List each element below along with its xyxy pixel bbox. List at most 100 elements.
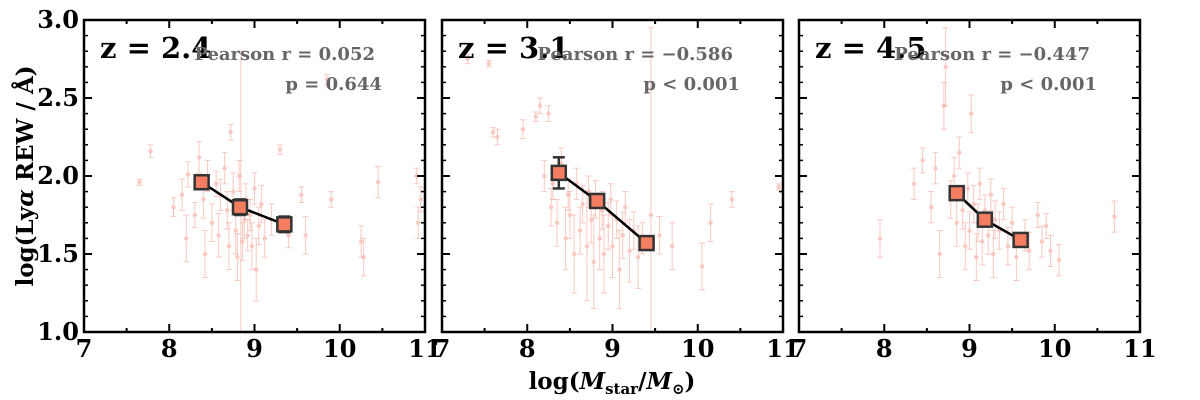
data-point (964, 172, 971, 205)
data-point (170, 197, 177, 218)
data-point (571, 214, 578, 294)
data-point (669, 222, 676, 271)
p-value-text: p < 0.001 (643, 74, 740, 95)
ticks (441, 19, 784, 333)
data-point (227, 124, 234, 141)
data-point (528, 38, 535, 49)
x-tick-label: 8 (161, 334, 178, 363)
data-point (519, 119, 526, 140)
data-point (970, 184, 977, 224)
x-tick-label: 9 (604, 334, 621, 363)
data-point (1047, 234, 1054, 267)
data-point (221, 152, 228, 185)
x-axis-title: log(Mstar/M⊙) (529, 368, 696, 398)
data-point (1038, 225, 1045, 258)
data-point (196, 141, 203, 174)
data-point (485, 60, 492, 68)
data-point (545, 105, 552, 122)
data-point (375, 166, 382, 199)
data-point (953, 198, 960, 247)
pearson-r-text: Pearson r = −0.586 (537, 44, 733, 65)
data-point (1026, 231, 1033, 271)
data-point (609, 214, 616, 278)
x-tick-label: 7 (791, 334, 808, 363)
data-point (328, 191, 335, 208)
data-point (987, 178, 994, 211)
binned-point (948, 184, 965, 202)
data-point (537, 97, 544, 115)
data-point (707, 203, 714, 243)
data-point (590, 214, 597, 310)
data-point (728, 191, 735, 208)
ticks (83, 19, 426, 333)
data-point (464, 53, 471, 65)
data-point (185, 161, 192, 188)
data-point (239, 222, 246, 261)
data-point (876, 219, 883, 258)
data-point (577, 206, 584, 255)
data-point (302, 216, 309, 255)
binned-point (550, 156, 568, 190)
data-point (147, 144, 154, 158)
data-point (415, 206, 422, 239)
plot-frame (797, 18, 1142, 334)
pearson-r-text: Pearson r = −0.447 (894, 44, 1090, 65)
data-point (358, 225, 365, 258)
x-tick-label: 10 (1038, 334, 1071, 363)
y-tick-label: 1.5 (37, 239, 79, 268)
data-point (532, 111, 539, 122)
data-point (417, 186, 424, 213)
data-point (990, 230, 997, 278)
scatter-points (876, 27, 1118, 282)
data-point (413, 167, 420, 185)
data-point (966, 211, 973, 250)
data-point (996, 211, 1003, 250)
data-point (656, 216, 663, 255)
x-tick-label: 11 (766, 334, 799, 363)
panel-label: z = 4.5 (815, 31, 926, 65)
data-point (699, 242, 706, 291)
data-point (992, 200, 999, 239)
y-axis-title: log(Lyα REW / Å) (12, 65, 39, 286)
x-tick-label: 7 (76, 334, 93, 363)
data-point (956, 136, 963, 169)
data-point (549, 167, 556, 200)
data-point (566, 191, 573, 239)
data-point (247, 198, 254, 232)
data-point (136, 178, 143, 186)
data-point (932, 152, 939, 185)
data-point (1034, 202, 1041, 228)
data-point (202, 230, 209, 278)
p-value-text: p < 0.001 (1000, 74, 1097, 95)
data-point (968, 94, 975, 133)
data-point (600, 214, 607, 294)
panel-label: z = 2.4 (100, 31, 211, 65)
data-point (973, 233, 980, 282)
data-point (234, 233, 241, 282)
data-point (183, 214, 190, 263)
data-point (613, 200, 620, 239)
binned-point (588, 192, 606, 210)
x-tick-label: 11 (1123, 334, 1156, 363)
data-point (936, 230, 943, 278)
data-point (616, 230, 623, 310)
y-tick-label: 1.0 (37, 317, 79, 346)
data-point (179, 178, 186, 211)
data-point (940, 81, 947, 130)
data-point (494, 128, 501, 146)
y-tick-label: 3.0 (37, 5, 79, 34)
x-tick-label: 11 (408, 334, 441, 363)
data-point (541, 159, 548, 193)
data-point (647, 27, 654, 332)
data-point (215, 212, 222, 258)
data-point (548, 187, 555, 227)
panel-label: z = 3.1 (458, 31, 569, 65)
data-point (562, 206, 569, 271)
data-point (191, 202, 198, 228)
data-point (225, 222, 232, 271)
data-point (251, 172, 258, 205)
